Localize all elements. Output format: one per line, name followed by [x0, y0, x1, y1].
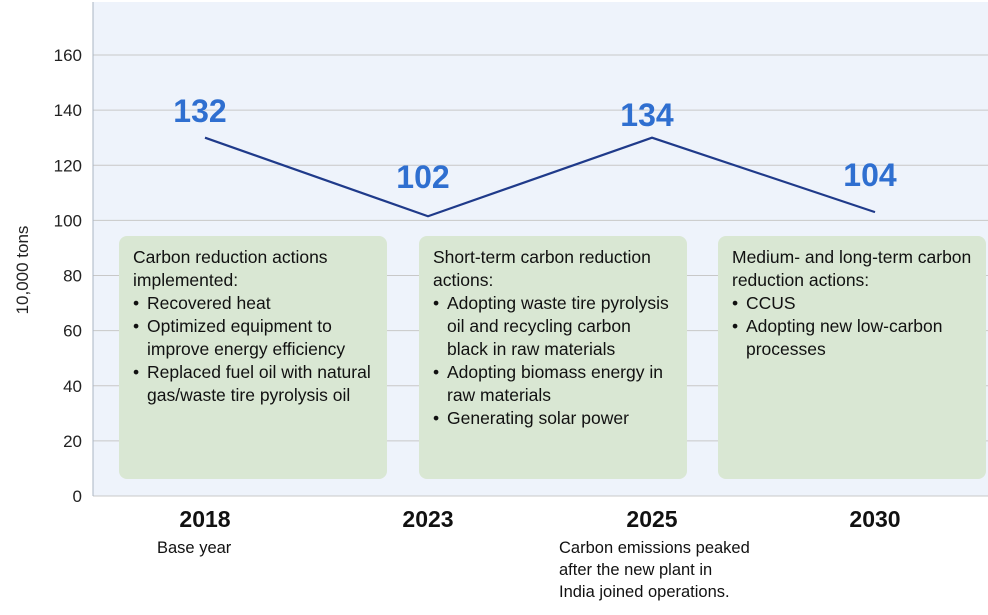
y-tick-label: 60	[63, 322, 82, 341]
action-item: Adopting biomass energy in raw materials	[433, 361, 675, 407]
x-category-label: 2018	[179, 506, 230, 532]
y-tick-label: 0	[73, 487, 82, 506]
y-tick-label: 100	[54, 211, 82, 230]
action-item: Generating solar power	[433, 407, 675, 430]
y-axis-label: 10,000 tons	[13, 226, 32, 315]
action-box-title: Short-term carbon reduction actions:	[433, 247, 651, 290]
data-label: 102	[396, 159, 449, 195]
data-label: 132	[173, 93, 226, 129]
action-list: Adopting waste tire pyrolysis oil and re…	[433, 292, 675, 430]
y-tick-label: 20	[63, 432, 82, 451]
action-box: Medium- and long-term carbon reduction a…	[718, 236, 986, 479]
action-item: CCUS	[732, 292, 974, 315]
emissions-line	[204, 136, 876, 218]
action-box: Carbon reduction actions implemented:Rec…	[119, 236, 387, 479]
data-labels: 132 102 134 104	[173, 93, 897, 217]
x-axis-categories: 2018 2023 2025 2030	[179, 506, 900, 532]
data-label: 104	[843, 157, 897, 193]
action-list: CCUSAdopting new low-carbon processes	[732, 292, 974, 361]
category-note: Carbon emissions peaked after the new pla…	[559, 539, 750, 601]
category-note: Base year	[157, 539, 232, 557]
category-notes: Base year Carbon emissions peaked after th…	[157, 539, 750, 601]
y-tick-label: 40	[63, 377, 82, 396]
action-item: Replaced fuel oil with natural gas/waste…	[133, 361, 375, 407]
action-list: Recovered heatOptimized equipment to imp…	[133, 292, 375, 407]
action-item: Recovered heat	[133, 292, 375, 315]
action-item: Adopting waste tire pyrolysis oil and re…	[433, 292, 675, 361]
y-tick-label: 140	[54, 101, 82, 120]
x-category-label: 2023	[402, 506, 453, 532]
action-box: Short-term carbon reduction actions:Adop…	[419, 236, 687, 479]
action-box-title: Carbon reduction actions implemented:	[133, 247, 328, 290]
y-axis-ticks: 0 20 40 60 80 100 120 140 160	[54, 46, 82, 506]
data-label: 134	[620, 97, 674, 133]
y-tick-label: 160	[54, 46, 82, 65]
action-item: Optimized equipment to improve energy ef…	[133, 315, 375, 361]
action-item: Adopting new low-carbon processes	[732, 315, 974, 361]
action-box-title: Medium- and long-term carbon reduction a…	[732, 247, 972, 290]
x-category-label: 2025	[626, 506, 677, 532]
y-tick-label: 120	[54, 156, 82, 175]
x-category-label: 2030	[849, 506, 900, 532]
y-tick-label: 80	[63, 267, 82, 286]
